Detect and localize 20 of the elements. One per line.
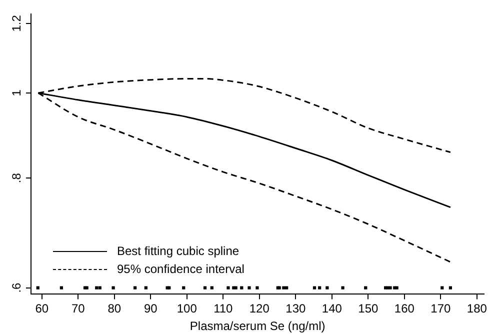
x-tick-label: 160: [394, 302, 415, 316]
x-tick-label: 80: [108, 302, 122, 316]
x-tick-label: 130: [286, 302, 306, 316]
legend-label: Best fitting cubic spline: [117, 244, 240, 258]
x-tick-label: 100: [176, 302, 198, 316]
x-tick-label: 140: [322, 302, 342, 316]
legend-label: 95% confidence interval: [117, 262, 244, 276]
y-tick-label: .6: [9, 282, 24, 293]
y-tick-label: 1.2: [9, 14, 24, 32]
x-tick-label: 150: [358, 302, 378, 316]
y-tick-label: .8: [9, 172, 24, 184]
x-tick-label: 170: [430, 302, 452, 316]
x-axis-title: Plasma/serum Se (ng/ml): [190, 319, 326, 334]
x-tick-label: 180: [466, 302, 488, 316]
x-tick-label: 60: [35, 302, 49, 316]
x-tick-label: 90: [144, 302, 158, 316]
x-tick-label: 120: [249, 302, 270, 316]
y-tick-label: 1: [9, 89, 24, 96]
x-tick-label: 70: [71, 302, 86, 316]
x-tick-label: 110: [214, 302, 234, 316]
